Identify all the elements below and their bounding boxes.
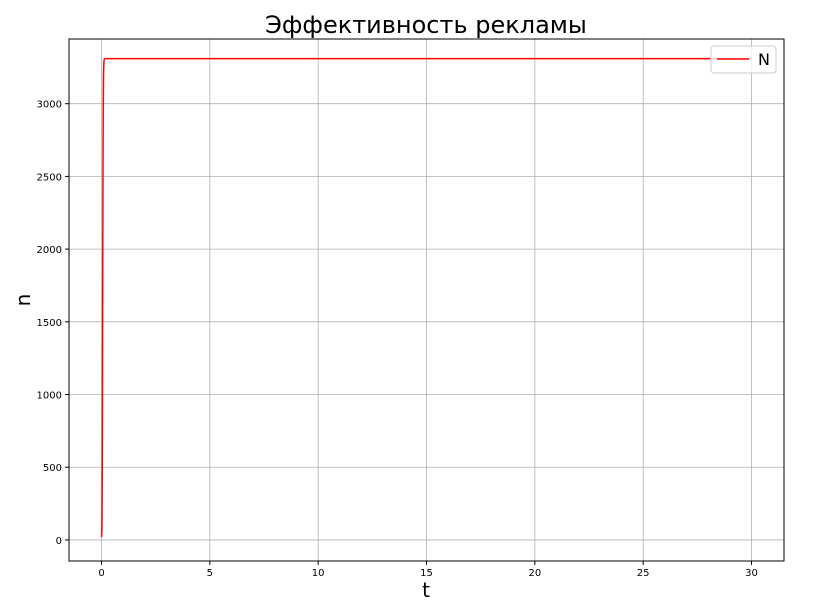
ticks: 0 5 10 15 20 25 30 0 500 1000 1500 2000 2500 3000 [37,100,758,579]
y-tick-label: 2000 [37,245,62,256]
x-tick-label: 5 [207,568,213,579]
y-tick-label: 1000 [37,391,62,402]
grid [69,39,784,561]
legend-label-n: N [758,50,770,69]
y-tick-label: 2500 [37,172,62,183]
x-tick-label: 25 [637,568,650,579]
x-tick-label: 0 [98,568,104,579]
y-tick-label: 3000 [37,100,62,111]
y-axis-label: n [11,294,35,307]
y-tick-label: 0 [56,536,62,547]
chart-title: Эффективность рекламы [265,11,587,39]
x-tick-label: 10 [312,568,325,579]
y-tick-label: 500 [43,463,62,474]
x-tick-label: 20 [528,568,541,579]
series-line-n [100,57,752,538]
legend: N [710,45,777,74]
series-group [100,57,752,538]
x-axis-label: t [422,578,430,602]
y-tick-label: 1500 [37,318,62,329]
x-tick-label: 15 [420,568,433,579]
x-tick-label: 30 [745,568,758,579]
